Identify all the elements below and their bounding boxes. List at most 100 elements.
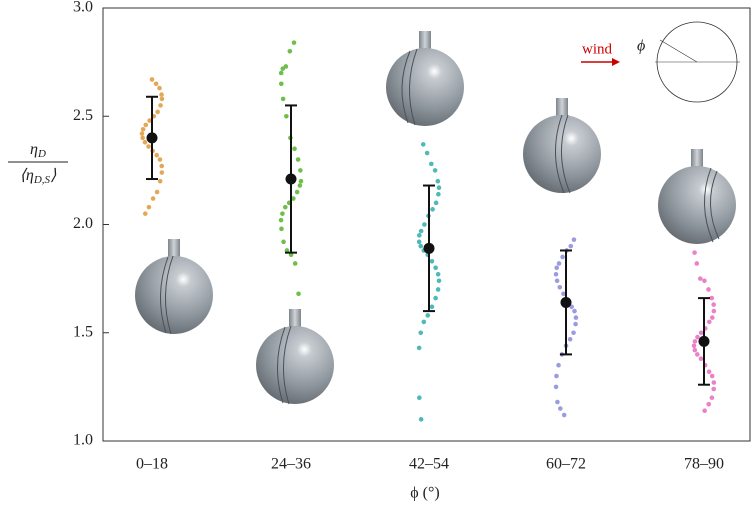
data-point (572, 308, 577, 314)
data-point (711, 380, 717, 385)
x-tick-label: 78–90 (684, 456, 724, 473)
data-point (436, 278, 442, 284)
x-tick-label: 0–18 (136, 456, 168, 473)
data-point (429, 259, 435, 264)
data-point (416, 345, 422, 351)
data-point (153, 81, 159, 87)
data-point (139, 131, 145, 136)
data-point (435, 178, 441, 184)
x-tick-label: 42–54 (409, 456, 449, 473)
data-point (435, 271, 441, 277)
data-point (702, 278, 707, 284)
data-point (433, 295, 438, 301)
data-point (568, 243, 574, 249)
data-point (279, 226, 284, 232)
data-point (292, 146, 297, 152)
data-point (573, 321, 578, 327)
data-point (436, 185, 442, 190)
ball-images (135, 31, 736, 405)
data-point (298, 178, 304, 184)
data-point (556, 362, 561, 368)
data-point (284, 248, 290, 253)
data-point (157, 157, 163, 162)
data-point (556, 261, 562, 266)
data-point (560, 254, 565, 260)
ball (523, 98, 601, 194)
data-point (422, 222, 427, 227)
data-point (429, 161, 434, 167)
data-point (416, 233, 422, 238)
mean-point (560, 296, 572, 308)
data-point (692, 250, 697, 255)
data-point (554, 373, 559, 379)
data-point (710, 315, 715, 320)
data-point (158, 103, 163, 108)
data-point (280, 211, 285, 216)
mean-point (146, 132, 158, 144)
data-point (436, 191, 441, 197)
data-point (706, 287, 711, 292)
y-tick-label: 1.0 (73, 432, 93, 449)
data-point (425, 313, 431, 318)
data-point (555, 399, 560, 405)
data-point (159, 92, 164, 97)
wind-label: wind (582, 41, 613, 57)
data-point (294, 189, 300, 195)
data-point (571, 237, 577, 242)
data-point (155, 109, 160, 115)
data-point (288, 252, 294, 258)
data-point (706, 319, 712, 325)
x-tick-label: 24–36 (271, 456, 311, 473)
data-point (418, 243, 424, 249)
angle-label: ϕ (637, 38, 645, 55)
data-point (553, 271, 559, 277)
data-point (159, 170, 165, 175)
data-point (692, 339, 698, 344)
data-point (698, 330, 704, 336)
ball (658, 149, 736, 244)
data-point (292, 261, 298, 266)
data-point (702, 408, 707, 413)
y-label-numerator: ηD (30, 141, 46, 160)
data-point (433, 265, 438, 271)
data-point (282, 204, 288, 210)
data-point (287, 49, 293, 54)
data-point (430, 207, 435, 212)
data-point (709, 395, 715, 401)
data-point (432, 168, 438, 173)
data-point (691, 343, 697, 349)
data-point (706, 369, 712, 375)
data-point (159, 96, 165, 102)
mean-point (698, 335, 710, 347)
data-point (416, 239, 422, 245)
data-point (573, 315, 579, 320)
y-label-denominator: ⟨ηD,S⟩ (20, 167, 57, 186)
data-point (297, 183, 303, 188)
mean-point (423, 242, 435, 254)
y-tick-label: 3.0 (73, 0, 93, 16)
data-point (149, 77, 155, 82)
data-point (420, 142, 426, 147)
data-point (561, 291, 566, 297)
data-point (557, 284, 563, 290)
data-point (295, 157, 301, 162)
x-axis-label: ϕ (°) (410, 485, 439, 502)
inset: wind ϕ (581, 21, 740, 103)
data-point (709, 295, 715, 301)
mean-point (285, 173, 297, 185)
data-point (146, 144, 151, 149)
data-point (435, 287, 441, 292)
data-point (424, 150, 430, 156)
data-point (561, 412, 567, 418)
data-point (150, 196, 156, 201)
data-point (278, 217, 284, 223)
data-point (157, 85, 162, 91)
data-point (706, 401, 712, 407)
ball (386, 31, 464, 126)
data-point (418, 417, 424, 422)
ball (256, 309, 334, 405)
data-point (146, 204, 152, 210)
data-point (418, 228, 424, 234)
data-point (571, 330, 576, 336)
